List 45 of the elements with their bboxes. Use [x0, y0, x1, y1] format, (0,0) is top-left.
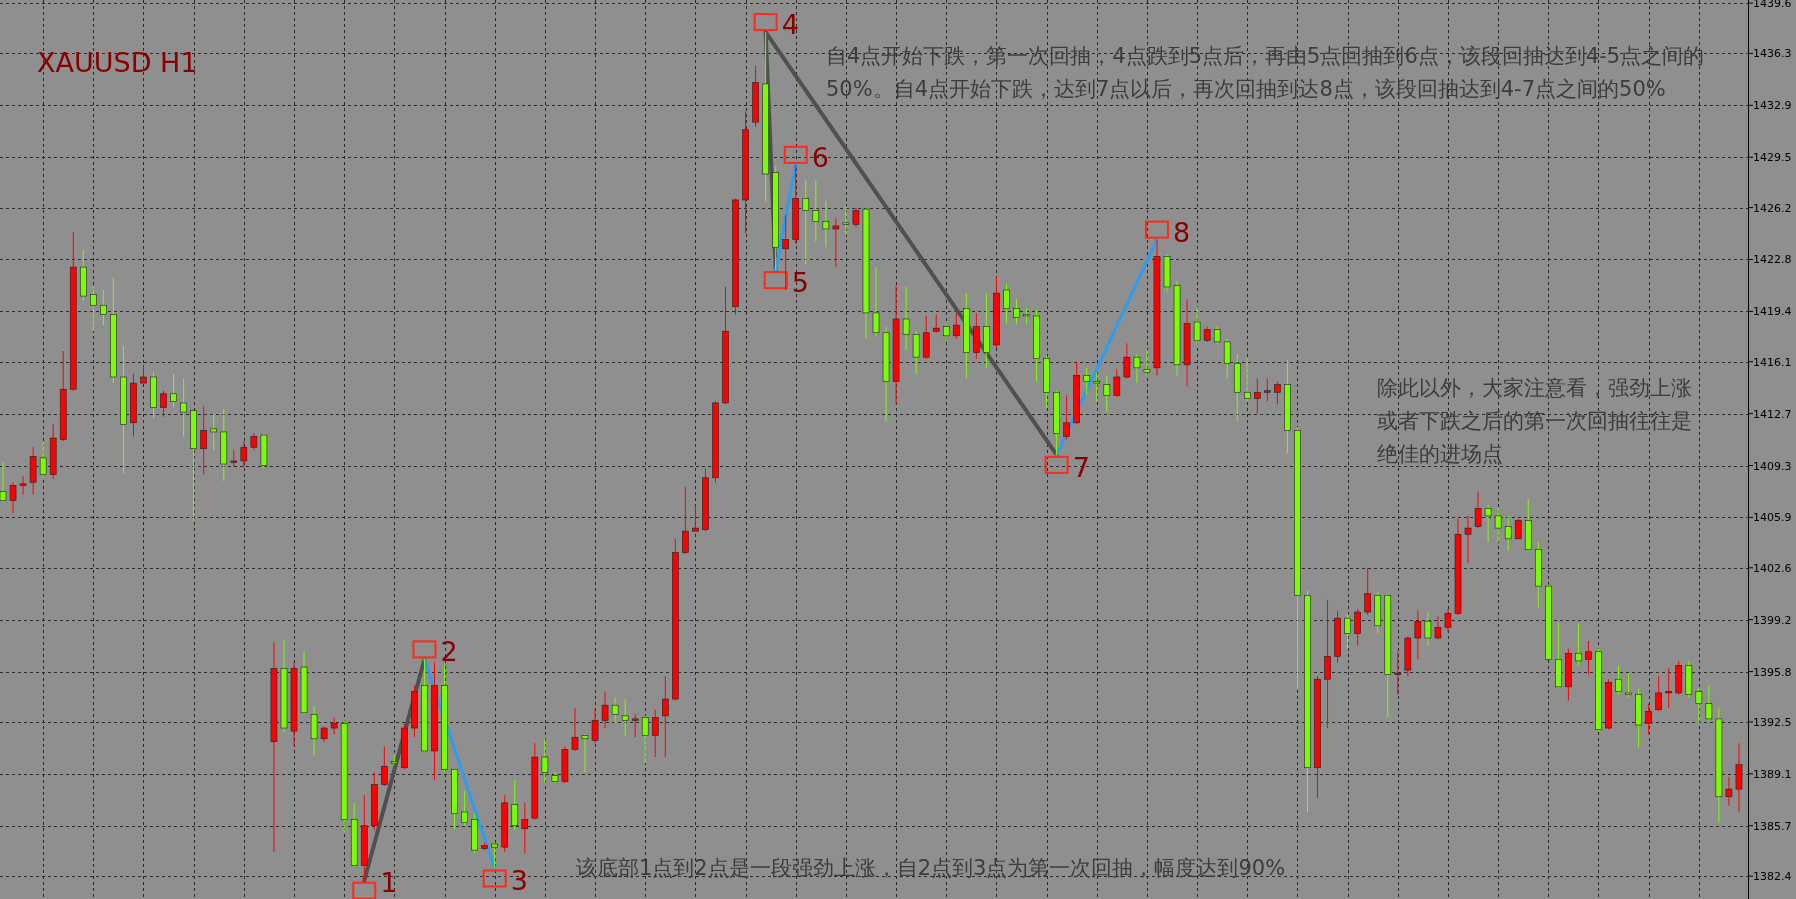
- text: XAUUSD H1: [37, 47, 198, 78]
- candlestick: [1113, 368, 1121, 398]
- y-tick-label: 1385.7: [1753, 819, 1792, 833]
- annotation: 2: [440, 636, 458, 668]
- annotation: 5: [791, 267, 809, 299]
- y-tick-label: 1405.9: [1753, 511, 1792, 525]
- candlestick: [1655, 675, 1662, 712]
- y-tick-label: 1426.2: [1753, 201, 1792, 215]
- candlestick: [9, 481, 17, 514]
- annotation: 1: [380, 867, 398, 898]
- y-tick-label: 1409.3: [1753, 459, 1792, 473]
- y-tick-label: 1422.8: [1753, 253, 1792, 267]
- candlestick: [1725, 776, 1733, 807]
- y-tick-label: 1389.1: [1753, 767, 1792, 781]
- annotation: 6: [811, 141, 829, 173]
- candlestick: [1705, 684, 1713, 721]
- candlestick: [19, 475, 27, 496]
- annotation: 7: [1072, 451, 1090, 483]
- y-tick-label: 1399.2: [1753, 613, 1792, 627]
- annotation: 8: [1172, 216, 1191, 248]
- y-tick-label: 1432.9: [1753, 99, 1792, 113]
- candlestick: [581, 733, 589, 773]
- y-tick-label: 1416.1: [1753, 355, 1792, 369]
- candlestick: [1103, 374, 1111, 413]
- annotation: 3: [510, 865, 528, 897]
- candlestick: [1575, 623, 1582, 666]
- y-tick-label: 1429.5: [1753, 151, 1792, 165]
- candlestick: [1264, 378, 1271, 402]
- annotation: 自4点开始下跌，第一次回抽，4点跌到5点后，再由5点回抽到6点，该段回抽达到4-5点之间的50%。自4点开始下跌，达到7点以后，再次回抽到达8点，该段回抽达到4-7点之间的50%: [826, 43, 1706, 103]
- y-tick-label: 1382.4: [1753, 870, 1792, 884]
- y-tick-label: 1419.4: [1753, 305, 1792, 319]
- candlestick: [1274, 381, 1281, 405]
- y-tick-label: 1402.6: [1753, 561, 1792, 575]
- candlestick: [952, 312, 960, 340]
- annotation: 该底部1点到2点是一段强劲上涨，自2点到3点为第一次回抽，幅度达到90%: [576, 855, 1287, 882]
- y-tick-label: 1436.3: [1753, 47, 1792, 61]
- y-tick-label: 1412.7: [1753, 407, 1792, 421]
- y-tick-label: 1395.8: [1753, 665, 1792, 679]
- annotation: 4: [781, 9, 799, 41]
- candlestick: [1083, 367, 1091, 396]
- y-tick-label: 1392.5: [1753, 715, 1792, 729]
- annotation: 除此以外，大家注意看，强劲上涨或者下跌之后的第一次回抽往往是绝佳的进场点: [1377, 375, 1693, 468]
- candlestick: [170, 373, 177, 409]
- candlestick: [1254, 378, 1261, 415]
- candlestick: [932, 313, 940, 334]
